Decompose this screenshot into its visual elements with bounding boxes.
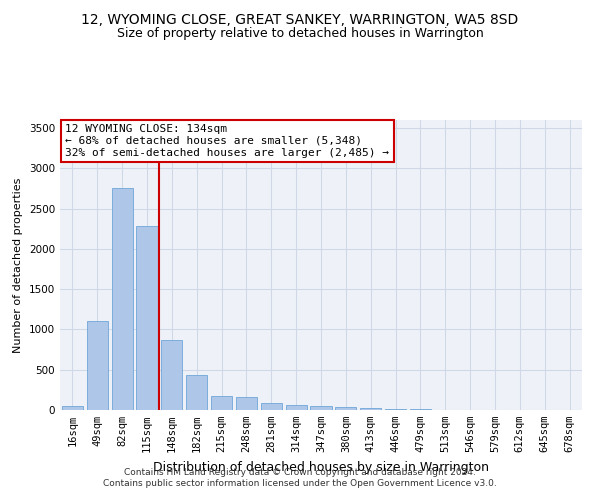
Bar [112, 188, 133, 410]
Bar [310, 406, 332, 410]
Bar [211, 396, 232, 410]
Bar [62, 406, 83, 410]
Text: Contains HM Land Registry data © Crown copyright and database right 2024.
Contai: Contains HM Land Registry data © Crown c… [103, 468, 497, 487]
Bar [385, 408, 406, 410]
Bar [87, 322, 108, 410]
Bar [360, 408, 381, 410]
Bar [236, 396, 257, 410]
Bar [161, 340, 182, 410]
Bar [136, 226, 158, 410]
Bar [186, 376, 207, 410]
Bar [286, 405, 307, 410]
Text: 12 WYOMING CLOSE: 134sqm
← 68% of detached houses are smaller (5,348)
32% of sem: 12 WYOMING CLOSE: 134sqm ← 68% of detach… [65, 124, 389, 158]
Bar [261, 403, 282, 410]
Y-axis label: Number of detached properties: Number of detached properties [13, 178, 23, 352]
Text: 12, WYOMING CLOSE, GREAT SANKEY, WARRINGTON, WA5 8SD: 12, WYOMING CLOSE, GREAT SANKEY, WARRING… [82, 12, 518, 26]
Bar [335, 407, 356, 410]
Text: Size of property relative to detached houses in Warrington: Size of property relative to detached ho… [116, 28, 484, 40]
X-axis label: Distribution of detached houses by size in Warrington: Distribution of detached houses by size … [153, 460, 489, 473]
